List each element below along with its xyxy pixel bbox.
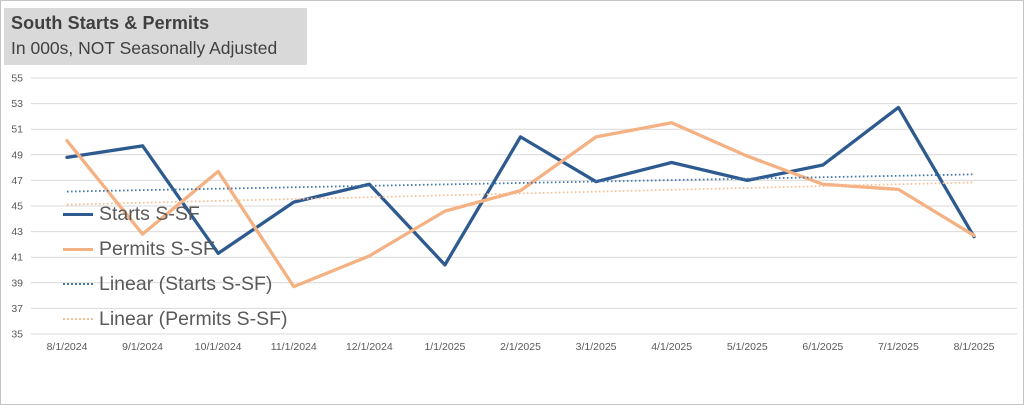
x-axis-tick-label: 2/1/2025 <box>500 341 541 353</box>
x-axis-tick-label: 7/1/2025 <box>878 341 919 353</box>
y-axis-tick-label: 45 <box>11 201 23 213</box>
y-axis-tick-label: 53 <box>11 98 23 110</box>
x-axis-tick-label: 8/1/2024 <box>47 341 88 353</box>
x-axis-tick-label: 12/1/2024 <box>346 341 393 353</box>
y-axis-tick-label: 37 <box>11 303 23 315</box>
starts-s-sf-line <box>65 105 976 267</box>
chart-title-block: South Starts & Permits In 000s, NOT Seas… <box>4 8 307 65</box>
x-axis-tick-label: 8/1/2025 <box>954 341 995 353</box>
y-axis-tick-label: 35 <box>11 329 23 341</box>
y-axis-tick-label: 55 <box>11 73 23 85</box>
x-axis-tick-label: 6/1/2025 <box>802 341 843 353</box>
y-axis-tick-label: 49 <box>11 149 23 161</box>
x-axis-tick-label: 3/1/2025 <box>576 341 617 353</box>
linear-starts-s-sf--trendline <box>66 173 975 193</box>
y-axis-tick-label: 43 <box>11 226 23 238</box>
x-axis-tick-label: 10/1/2024 <box>195 341 242 353</box>
chart-title: South Starts & Permits <box>11 13 210 33</box>
chart-subtitle: In 000s, NOT Seasonally Adjusted <box>11 38 278 58</box>
y-axis-tick-label: 47 <box>11 175 23 187</box>
permits-s-sf-line <box>65 121 976 289</box>
x-axis-tick-label: 9/1/2024 <box>122 341 163 353</box>
x-axis-tick-label: 4/1/2025 <box>651 341 692 353</box>
y-axis-tick-label: 41 <box>11 252 23 264</box>
x-axis-tick-label: 11/1/2024 <box>271 341 317 353</box>
x-axis-tick-label: 1/1/2025 <box>424 341 465 353</box>
y-axis-tick-label: 39 <box>11 277 23 289</box>
linear-permits-s-sf--trendline <box>66 181 975 206</box>
y-axis-tick-label: 51 <box>11 124 23 136</box>
x-axis-tick-label: 5/1/2025 <box>727 341 768 353</box>
